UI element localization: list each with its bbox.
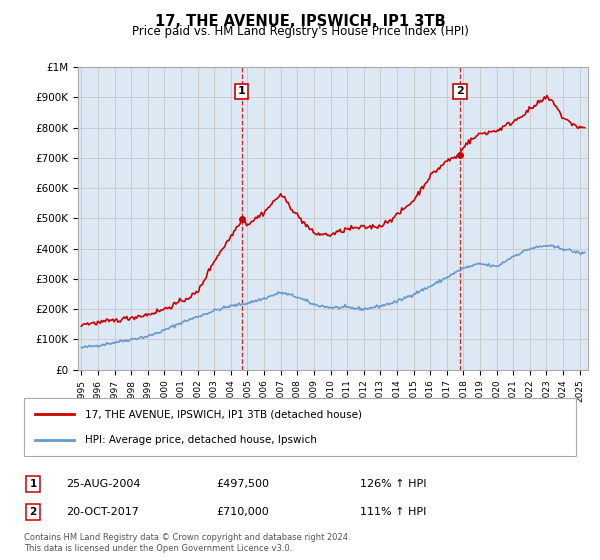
Text: 2: 2 (29, 507, 37, 517)
Text: 111% ↑ HPI: 111% ↑ HPI (360, 507, 427, 517)
Text: 2: 2 (456, 86, 464, 96)
Text: 17, THE AVENUE, IPSWICH, IP1 3TB (detached house): 17, THE AVENUE, IPSWICH, IP1 3TB (detach… (85, 409, 362, 419)
Text: 126% ↑ HPI: 126% ↑ HPI (360, 479, 427, 489)
Text: £710,000: £710,000 (216, 507, 269, 517)
Text: 1: 1 (29, 479, 37, 489)
FancyBboxPatch shape (24, 398, 576, 456)
Text: HPI: Average price, detached house, Ipswich: HPI: Average price, detached house, Ipsw… (85, 435, 317, 445)
Text: Price paid vs. HM Land Registry's House Price Index (HPI): Price paid vs. HM Land Registry's House … (131, 25, 469, 38)
Text: £497,500: £497,500 (216, 479, 269, 489)
Text: 17, THE AVENUE, IPSWICH, IP1 3TB: 17, THE AVENUE, IPSWICH, IP1 3TB (155, 14, 445, 29)
Text: 1: 1 (238, 86, 245, 96)
Text: Contains HM Land Registry data © Crown copyright and database right 2024.
This d: Contains HM Land Registry data © Crown c… (24, 533, 350, 553)
Text: 25-AUG-2004: 25-AUG-2004 (66, 479, 140, 489)
Text: 20-OCT-2017: 20-OCT-2017 (66, 507, 139, 517)
